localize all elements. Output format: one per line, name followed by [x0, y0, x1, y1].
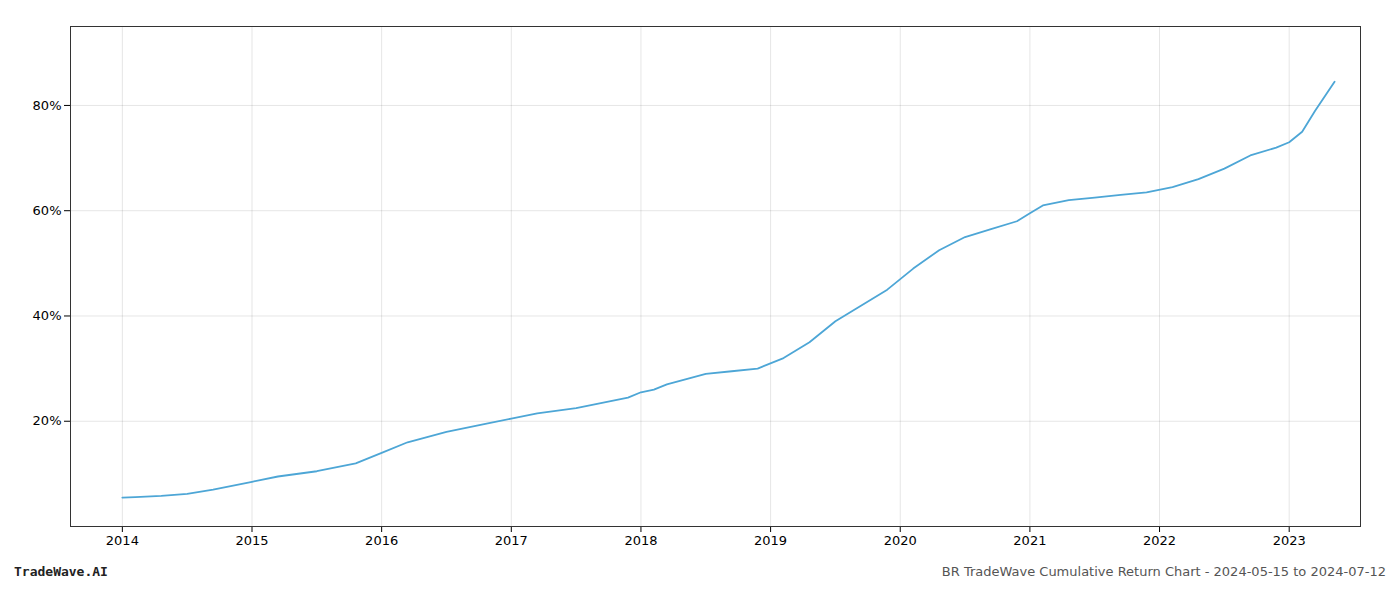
- html-text:TradeWave.AI: TradeWave.AI: [14, 564, 108, 579]
- svg-text:40%: 40%: [33, 308, 62, 323]
- svg-text:2015: 2015: [235, 533, 268, 548]
- svg-text:2019: 2019: [754, 533, 787, 548]
- svg-text:2014: 2014: [106, 533, 139, 548]
- svg-text:80%: 80%: [33, 98, 62, 113]
- html-text:BR TradeWave Cumulative Return: BR TradeWave Cumulative Return Chart - 2…: [941, 564, 1386, 579]
- svg-text:2020: 2020: [884, 533, 917, 548]
- svg-text:2018: 2018: [624, 533, 657, 548]
- svg-text:20%: 20%: [33, 413, 62, 428]
- svg-text:2023: 2023: [1273, 533, 1306, 548]
- svg-text:2016: 2016: [365, 533, 398, 548]
- svg-text:2021: 2021: [1013, 533, 1046, 548]
- svg-text:2022: 2022: [1143, 533, 1176, 548]
- svg-text:60%: 60%: [33, 203, 62, 218]
- svg-text:2017: 2017: [495, 533, 528, 548]
